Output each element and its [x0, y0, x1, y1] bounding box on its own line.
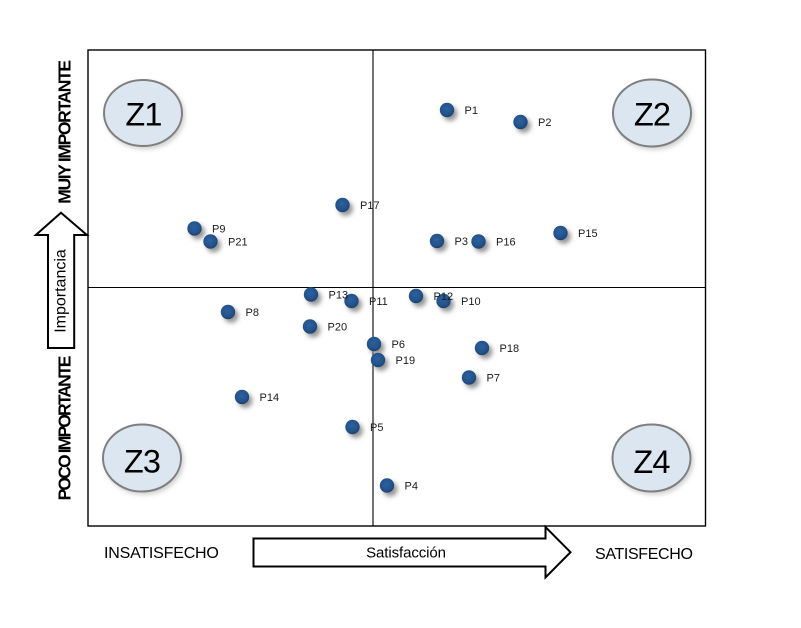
svg-text:P19: P19 — [396, 355, 416, 367]
svg-text:P2: P2 — [538, 117, 551, 129]
svg-text:SATISFECHO: SATISFECHO — [595, 546, 693, 563]
svg-text:P11: P11 — [369, 296, 388, 308]
svg-text:P13: P13 — [329, 290, 349, 302]
svg-text:P4: P4 — [405, 481, 418, 493]
svg-text:INSATISFECHO: INSATISFECHO — [104, 545, 219, 562]
svg-text:Satisfacción: Satisfacción — [366, 545, 446, 562]
svg-text:Z1: Z1 — [125, 97, 161, 133]
svg-text:P3: P3 — [455, 236, 468, 248]
svg-text:Z3: Z3 — [124, 444, 160, 480]
svg-text:P7: P7 — [487, 373, 500, 385]
svg-text:P18: P18 — [500, 343, 520, 355]
svg-text:P10: P10 — [461, 296, 481, 308]
svg-text:P8: P8 — [246, 307, 259, 319]
svg-text:Z2: Z2 — [634, 97, 670, 133]
svg-text:MUIY IMPORTANTE: MUIY IMPORTANTE — [55, 61, 75, 204]
svg-text:P16: P16 — [496, 237, 516, 249]
svg-text:P20: P20 — [328, 322, 348, 334]
svg-text:P1: P1 — [465, 105, 478, 117]
svg-text:P17: P17 — [360, 200, 380, 212]
svg-text:POCO IMPORTANTE: POCO IMPORTANTE — [55, 356, 75, 500]
svg-text:P6: P6 — [392, 339, 405, 351]
svg-text:P5: P5 — [370, 422, 383, 434]
svg-text:P9: P9 — [212, 224, 225, 236]
svg-text:P12: P12 — [434, 291, 454, 303]
svg-text:P21: P21 — [228, 237, 248, 249]
svg-text:P14: P14 — [260, 392, 280, 404]
svg-text:Importancia: Importancia — [53, 249, 70, 333]
svg-text:P15: P15 — [578, 228, 598, 240]
svg-text:Z4: Z4 — [633, 444, 670, 480]
